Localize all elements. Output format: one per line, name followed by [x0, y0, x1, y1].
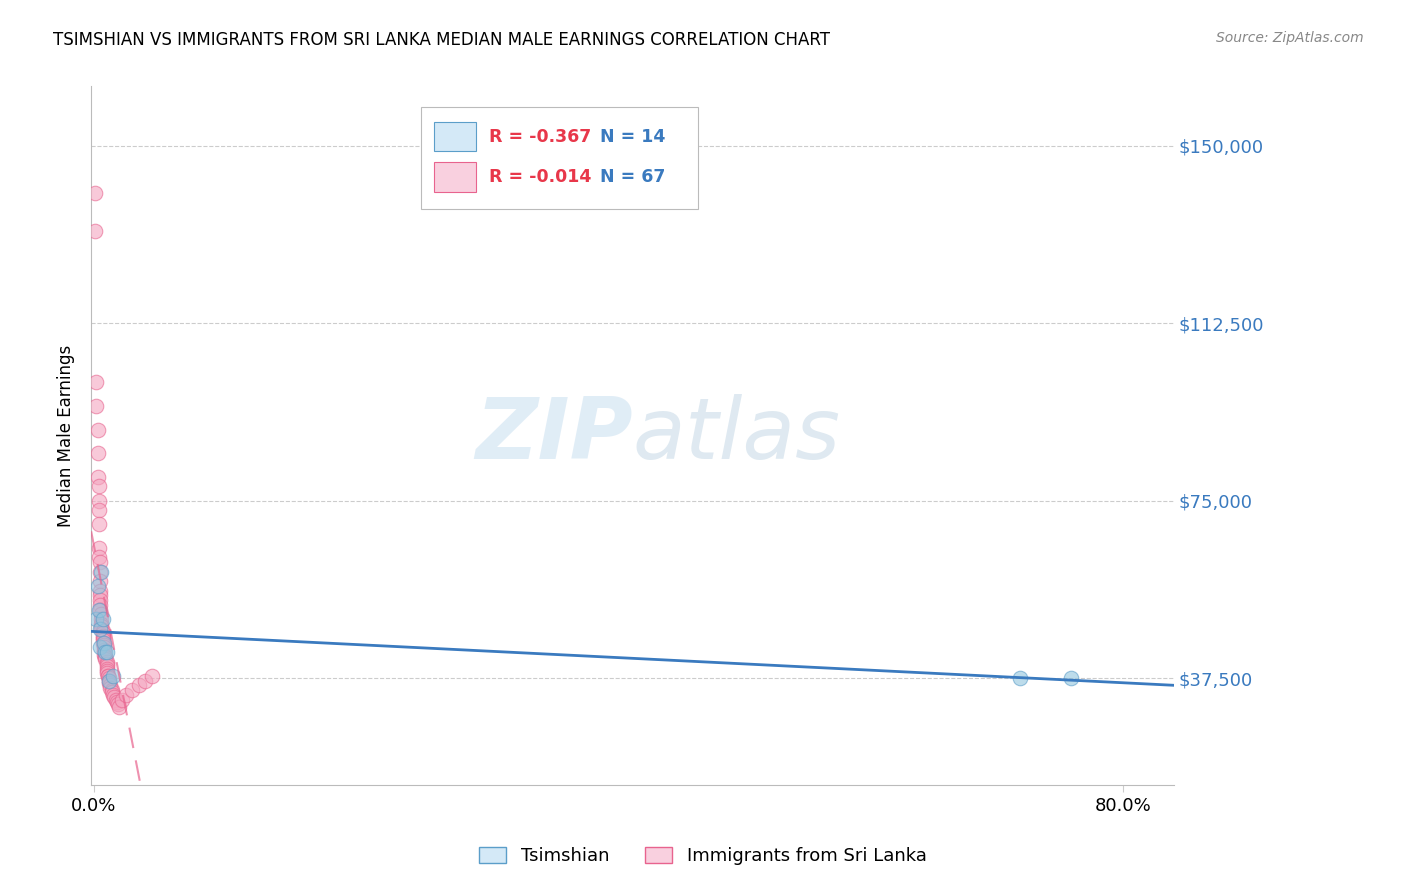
Point — [141, 669, 163, 683]
Point — [90, 607, 112, 622]
Point — [100, 678, 122, 692]
Point — [104, 692, 127, 706]
Point — [87, 503, 110, 517]
Point — [100, 681, 122, 695]
Point — [101, 688, 124, 702]
Point — [86, 423, 108, 437]
Point — [89, 598, 111, 612]
Point — [94, 649, 117, 664]
Text: ZIP: ZIP — [475, 394, 633, 477]
Point — [93, 638, 115, 652]
Point — [87, 479, 110, 493]
Y-axis label: Median Male Earnings: Median Male Earnings — [58, 344, 75, 526]
Point — [94, 652, 117, 666]
Legend: Tsimshian, Immigrants from Sri Lanka: Tsimshian, Immigrants from Sri Lanka — [472, 839, 934, 872]
Point — [89, 640, 111, 655]
Point — [89, 622, 111, 636]
Point — [90, 622, 112, 636]
Text: N = 14: N = 14 — [600, 128, 665, 145]
Point — [101, 669, 124, 683]
Point — [93, 640, 115, 655]
Text: TSIMSHIAN VS IMMIGRANTS FROM SRI LANKA MEDIAN MALE EARNINGS CORRELATION CHART: TSIMSHIAN VS IMMIGRANTS FROM SRI LANKA M… — [53, 31, 831, 49]
Point — [96, 657, 118, 671]
Point — [96, 664, 118, 678]
Point — [107, 698, 129, 712]
Point — [96, 666, 118, 681]
Point — [1060, 671, 1083, 685]
Point — [100, 683, 122, 698]
Text: N = 67: N = 67 — [600, 169, 665, 186]
Point — [89, 565, 111, 579]
Point — [87, 550, 110, 565]
Point — [96, 645, 118, 659]
Point — [86, 446, 108, 460]
Point — [93, 642, 115, 657]
Point — [84, 224, 107, 238]
Point — [89, 583, 111, 598]
Point — [93, 645, 115, 659]
Point — [96, 662, 118, 676]
Point — [105, 695, 128, 709]
Point — [98, 676, 121, 690]
Point — [93, 648, 115, 662]
Point — [94, 645, 117, 659]
Point — [87, 493, 110, 508]
Point — [91, 631, 114, 645]
Point — [91, 629, 114, 643]
Point — [91, 633, 114, 648]
Point — [87, 602, 110, 616]
Point — [84, 399, 107, 413]
Text: R = -0.014: R = -0.014 — [489, 169, 591, 186]
Point — [91, 626, 114, 640]
Point — [90, 565, 112, 579]
Point — [91, 636, 114, 650]
Bar — [434, 162, 475, 192]
Point — [100, 685, 122, 699]
Point — [1008, 671, 1031, 685]
Point — [86, 579, 108, 593]
Point — [90, 612, 112, 626]
Point — [96, 659, 118, 673]
Point — [98, 671, 121, 685]
Point — [115, 688, 138, 702]
Point — [108, 699, 131, 714]
Point — [89, 593, 111, 607]
Point — [128, 678, 150, 692]
Text: Source: ZipAtlas.com: Source: ZipAtlas.com — [1216, 31, 1364, 45]
Point — [84, 612, 107, 626]
Point — [84, 376, 107, 390]
Point — [97, 669, 120, 683]
Point — [111, 692, 134, 706]
Point — [89, 574, 111, 589]
Point — [90, 619, 112, 633]
Point — [86, 470, 108, 484]
Point — [87, 517, 110, 532]
Point — [87, 541, 110, 555]
Point — [98, 673, 121, 688]
Text: atlas: atlas — [633, 394, 841, 477]
Point — [84, 186, 107, 200]
Point — [96, 655, 118, 669]
Point — [134, 673, 156, 688]
Point — [91, 624, 114, 638]
Point — [94, 649, 117, 664]
Text: R = -0.367: R = -0.367 — [489, 128, 591, 145]
Point — [97, 669, 120, 683]
Point — [93, 636, 115, 650]
Point — [90, 616, 112, 631]
Point — [103, 690, 125, 705]
Point — [98, 673, 121, 688]
FancyBboxPatch shape — [422, 107, 697, 209]
Bar — [434, 122, 475, 152]
Point — [91, 612, 114, 626]
Point — [89, 555, 111, 569]
Point — [89, 588, 111, 602]
Point — [121, 683, 143, 698]
Point — [89, 602, 111, 616]
